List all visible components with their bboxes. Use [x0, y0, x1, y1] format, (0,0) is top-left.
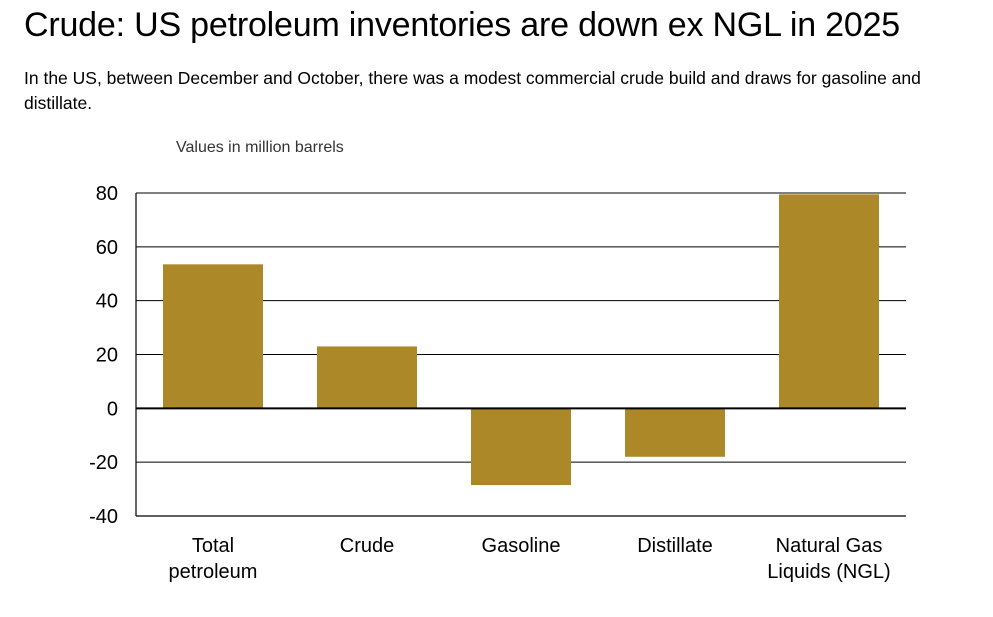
y-tick-label: 80 [96, 183, 118, 205]
bar [471, 408, 571, 486]
bar [317, 346, 417, 409]
category-label-line: Crude [340, 535, 394, 557]
bar [625, 408, 725, 457]
category-label-line: Natural Gas [776, 535, 883, 557]
category-label: Gasoline [482, 535, 561, 557]
category-label-line: petroleum [169, 561, 258, 583]
y-tick-label: 60 [96, 237, 118, 259]
category-label: Crude [340, 535, 394, 557]
y-tick-label: -40 [89, 506, 118, 528]
y-tick-labels: 80 60 40 20 0 -20 -40 [89, 183, 118, 528]
axes [135, 193, 906, 517]
y-tick-label: 20 [96, 345, 118, 367]
bar [779, 194, 879, 409]
bars [163, 194, 879, 486]
category-label-line: Total [192, 535, 234, 557]
category-label-line: Liquids (NGL) [767, 561, 890, 583]
category-label: Total petroleum [169, 535, 258, 583]
y-tick-label: -20 [89, 452, 118, 474]
chart-title: Crude: US petroleum inventories are down… [24, 6, 900, 44]
category-label-line: Distillate [637, 535, 713, 557]
category-label-line: Gasoline [482, 535, 561, 557]
y-tick-label: 40 [96, 291, 118, 313]
category-labels: Total petroleum Crude Gasoline Distillate Nat… [169, 535, 891, 583]
category-label: Natural Gas Liquids (NGL) [767, 535, 890, 583]
y-tick-label: 0 [107, 398, 118, 420]
bar [163, 264, 263, 409]
units-label: Values in million barrels [176, 139, 344, 156]
category-label: Distillate [637, 535, 713, 557]
chart-subtitle: In the US, between December and October,… [24, 68, 921, 113]
